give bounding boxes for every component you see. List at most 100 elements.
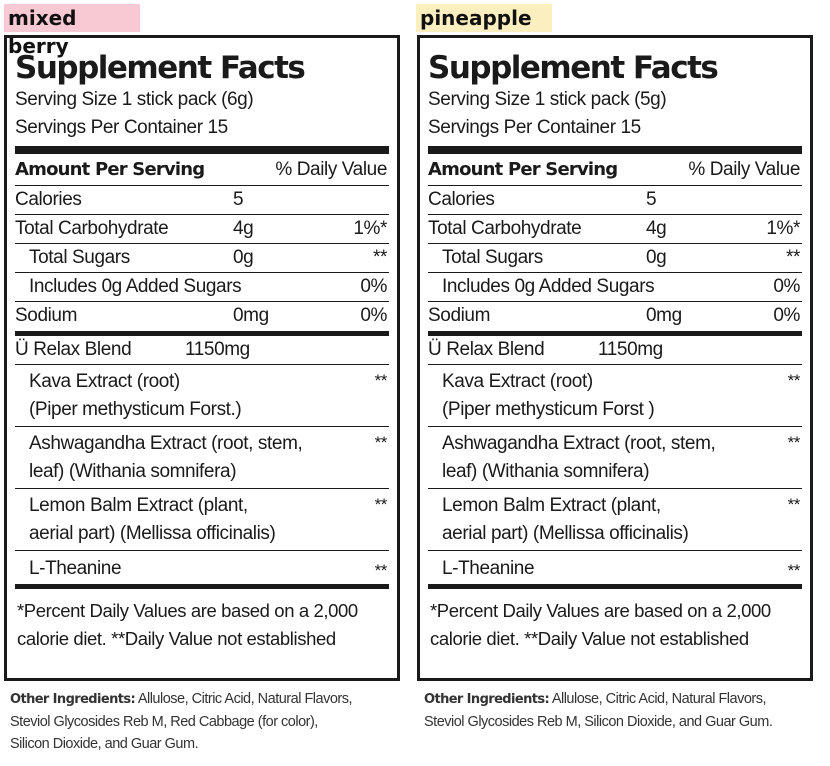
- ingredient-dv: **: [374, 433, 388, 452]
- ingredient-row: Lemon Balm Extract (plant, aerial part) …: [15, 489, 389, 551]
- supplement-facts-panel-left: Supplement Facts Serving Size 1 stick pa…: [4, 35, 400, 681]
- ingredient-dv: **: [787, 371, 801, 390]
- amount-header-row: Amount Per Serving % Daily Value: [428, 154, 802, 186]
- ingredient-row: Ashwagandha Extract (root, stem, leaf) (…: [15, 427, 389, 489]
- nutrient-dv: 0%: [360, 305, 387, 326]
- ingredient-line: aerial part) (Mellissa officinalis): [29, 523, 276, 544]
- other-ingredients-label: Other Ingredients:: [10, 692, 136, 707]
- ingredient-line: (Piper methysticum Forst.): [29, 399, 242, 420]
- ingredient-line: L-Theanine: [442, 558, 535, 579]
- serving-size: Serving Size 1 stick pack (6g): [15, 89, 254, 110]
- ingredient-dv: **: [787, 561, 801, 580]
- panel-title: Supplement Facts: [15, 50, 306, 86]
- blend-row: Ü Relax Blend 1150mg: [428, 336, 802, 365]
- other-ingredients-label: Other Ingredients:: [424, 692, 550, 707]
- nutrient-row: Includes 0g Added Sugars 0%: [15, 273, 389, 302]
- amount-header: Amount Per Serving: [15, 159, 205, 180]
- nutrient-name: Total Sugars: [442, 247, 543, 268]
- blend-amount: 1150mg: [185, 339, 250, 360]
- nutrient-name: Total Sugars: [29, 247, 130, 268]
- amount-header-row: Amount Per Serving % Daily Value: [15, 154, 389, 186]
- nutrient-row: Total Sugars 0g **: [15, 244, 389, 273]
- ingredient-dv: **: [374, 495, 388, 514]
- nutrient-dv: **: [373, 247, 387, 268]
- nutrient-row: Total Carbohydrate 4g 1%*: [428, 215, 802, 244]
- footnote-line: *Percent Daily Values are based on a 2,0…: [17, 600, 358, 621]
- other-ingredients-text: Allulose, Citric Acid, Natural Flavors,: [135, 691, 353, 707]
- other-ingredients-text: Allulose, Citric Acid, Natural Flavors,: [549, 691, 767, 707]
- serving-size: Serving Size 1 stick pack (5g): [428, 89, 667, 110]
- flavor-tag-mixed-berry: mixed berry: [4, 4, 140, 58]
- dv-header: % Daily Value: [275, 159, 387, 180]
- footnote: *Percent Daily Values are based on a 2,0…: [15, 589, 389, 653]
- nutrient-row: Sodium 0mg 0%: [15, 302, 389, 331]
- servings-per-container: Servings Per Container 15: [15, 117, 228, 138]
- footnote-line: calorie diet. **Daily Value not establis…: [17, 628, 336, 649]
- supplement-facts-panel-right: Supplement Facts Serving Size 1 stick pa…: [417, 35, 813, 681]
- nutrient-name: Total Carbohydrate: [428, 218, 582, 239]
- nutrient-name: Sodium: [15, 305, 78, 326]
- nutrient-name: Total Carbohydrate: [15, 218, 169, 239]
- nutrient-amount: 0g: [646, 247, 667, 268]
- nutrient-name: Sodium: [428, 305, 491, 326]
- footnote-line: *Percent Daily Values are based on a 2,0…: [430, 600, 771, 621]
- divider-thick: [15, 146, 389, 154]
- divider-medium: [15, 331, 389, 336]
- blend-name: Ü Relax Blend: [428, 339, 545, 360]
- flavor-tag-pineapple: pineapple: [416, 4, 552, 32]
- ingredient-dv: **: [787, 433, 801, 452]
- nutrient-amount: 0g: [233, 247, 254, 268]
- blend-row: Ü Relax Blend 1150mg: [15, 336, 389, 365]
- ingredient-line: L-Theanine: [29, 558, 122, 579]
- servings-per-container: Servings Per Container 15: [428, 117, 641, 138]
- ingredient-line: Kava Extract (root): [29, 371, 180, 392]
- nutrient-amount: 0mg: [233, 305, 269, 326]
- footnote-line: calorie diet. **Daily Value not establis…: [430, 628, 749, 649]
- divider-medium: [428, 584, 802, 589]
- other-ingredients-line: Steviol Glycosides Reb M, Red Cabbage (f…: [10, 714, 318, 730]
- nutrient-dv: 1%*: [766, 218, 800, 239]
- blend-amount: 1150mg: [598, 339, 663, 360]
- nutrient-row: Includes 0g Added Sugars 0%: [428, 273, 802, 302]
- nutrient-name: Includes 0g Added Sugars: [29, 276, 242, 297]
- nutrient-row: Total Sugars 0g **: [428, 244, 802, 273]
- nutrient-name: Includes 0g Added Sugars: [442, 276, 655, 297]
- ingredient-line: Lemon Balm Extract (plant,: [442, 495, 661, 516]
- divider-medium: [15, 584, 389, 589]
- ingredient-line: Kava Extract (root): [442, 371, 593, 392]
- nutrient-row: Sodium 0mg 0%: [428, 302, 802, 331]
- blend-name: Ü Relax Blend: [15, 339, 132, 360]
- nutrient-row: Calories 5: [428, 186, 802, 215]
- ingredient-line: Lemon Balm Extract (plant,: [29, 495, 248, 516]
- ingredient-row: Kava Extract (root) (Piper methysticum F…: [428, 365, 802, 427]
- footnote: *Percent Daily Values are based on a 2,0…: [428, 589, 802, 653]
- ingredient-row: Ashwagandha Extract (root, stem, leaf) (…: [428, 427, 802, 489]
- ingredient-row: L-Theanine **: [428, 551, 802, 584]
- dv-header: % Daily Value: [688, 159, 800, 180]
- other-ingredients-line: Other Ingredients: Allulose, Citric Acid…: [10, 688, 353, 711]
- other-ingredients-right: Other Ingredients: Allulose, Citric Acid…: [424, 688, 773, 733]
- nutrient-name: Calories: [428, 189, 495, 210]
- nutrient-dv: 0%: [773, 305, 800, 326]
- other-ingredients-line: Other Ingredients: Allulose, Citric Acid…: [424, 688, 772, 711]
- nutrient-dv: 0%: [773, 276, 800, 297]
- ingredient-dv: **: [787, 495, 801, 514]
- ingredient-row: Lemon Balm Extract (plant, aerial part) …: [428, 489, 802, 551]
- ingredient-dv: **: [374, 371, 388, 390]
- nutrient-amount: 4g: [233, 218, 254, 239]
- ingredient-line: leaf) (Withania somnifera): [442, 461, 650, 482]
- ingredient-line: Ashwagandha Extract (root, stem,: [29, 433, 303, 454]
- nutrient-amount: 0mg: [646, 305, 682, 326]
- other-ingredients-left: Other Ingredients: Allulose, Citric Acid…: [10, 688, 353, 755]
- ingredient-line: leaf) (Withania somnifera): [29, 461, 237, 482]
- other-ingredients-line: Silicon Dioxide, and Guar Gum.: [10, 736, 199, 752]
- divider-thick: [428, 146, 802, 154]
- other-ingredients-line: Steviol Glycosides Reb M, Silicon Dioxid…: [424, 714, 773, 730]
- divider-medium: [428, 331, 802, 336]
- ingredient-line: (Piper methysticum Forst ): [442, 399, 655, 420]
- nutrient-amount: 5: [646, 189, 657, 210]
- ingredient-row: L-Theanine **: [15, 551, 389, 584]
- ingredient-row: Kava Extract (root) (Piper methysticum F…: [15, 365, 389, 427]
- nutrient-dv: **: [786, 247, 800, 268]
- ingredient-line: Ashwagandha Extract (root, stem,: [442, 433, 716, 454]
